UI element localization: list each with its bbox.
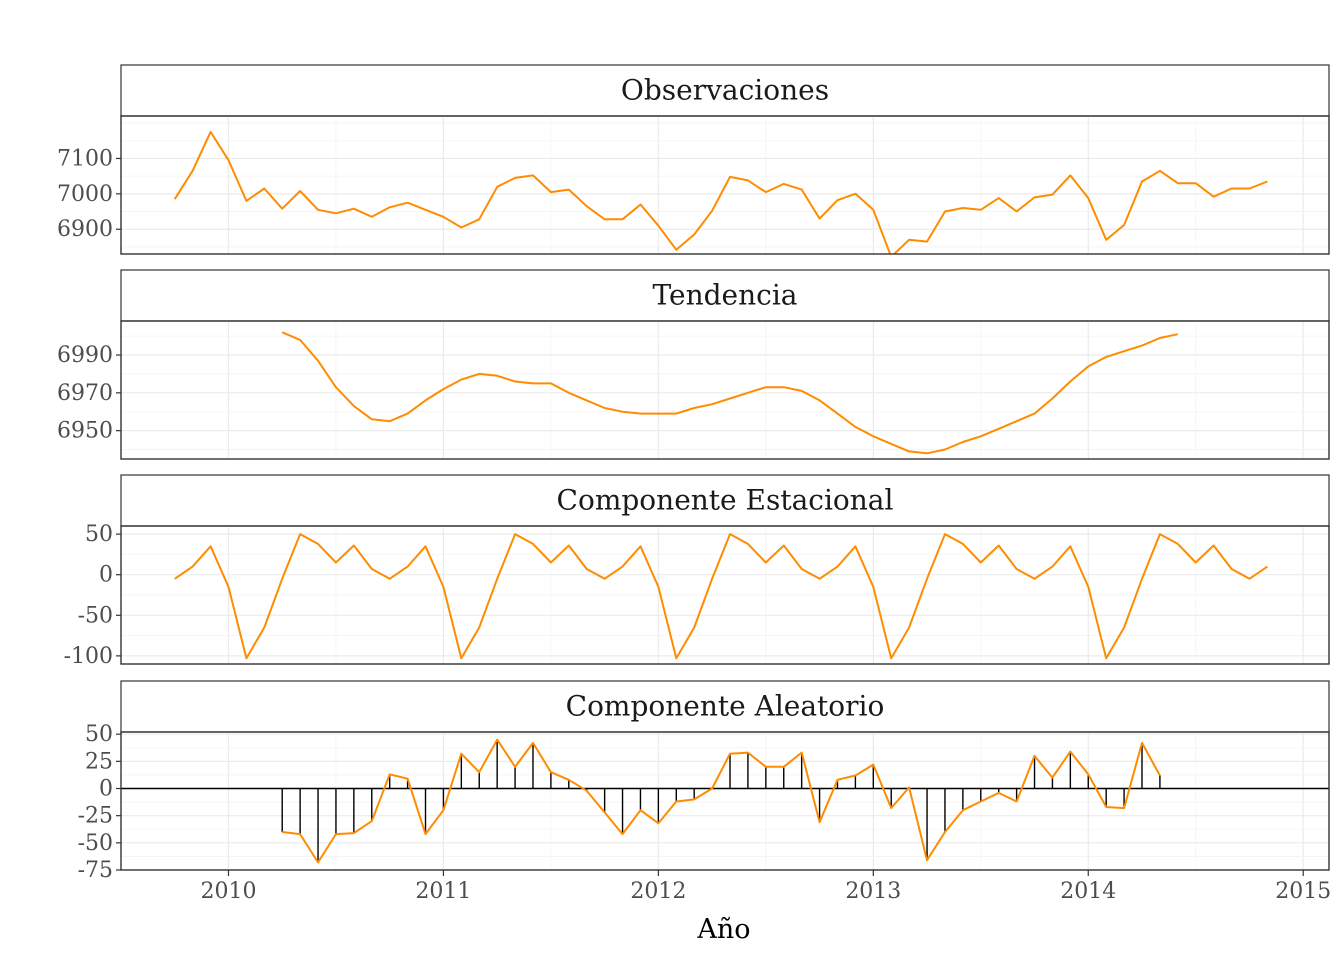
panel-strip: [120, 64, 1330, 117]
panel-frame: [120, 525, 1330, 665]
x-tick-label: 2010: [200, 879, 256, 904]
y-tick-label: -50: [78, 603, 113, 628]
y-tick-label: 25: [85, 749, 113, 774]
series-line: [281, 331, 1179, 455]
y-tick-label: 6950: [57, 419, 113, 444]
panel-strip: [120, 269, 1330, 322]
panel-data: [174, 533, 1268, 660]
x-tick-label: 2012: [630, 879, 686, 904]
panel-grid: [121, 321, 1329, 459]
panel-2: Tendencia 6950 6970 6990: [57, 269, 1330, 460]
panel-1: Observaciones 6900 7000 7100: [57, 64, 1330, 255]
x-axis-title: Año: [696, 914, 750, 945]
y-tick-label: -75: [78, 858, 113, 883]
x-tick-label: 2013: [845, 879, 901, 904]
y-tick-label: -100: [64, 644, 113, 669]
panel-grid: [121, 526, 1329, 664]
x-tick-label: 2014: [1060, 879, 1116, 904]
series-line: [282, 738, 1161, 864]
y-tick-label: 6900: [57, 217, 113, 242]
y-tick-label: 7000: [57, 182, 113, 207]
y-tick-label: 0: [99, 777, 113, 802]
y-tick-label: 6990: [57, 343, 113, 368]
y-tick-label: -25: [78, 804, 113, 829]
panel-3: Componente Estacional -100 -50 0 50: [64, 474, 1330, 669]
panel-frame: [120, 731, 1330, 871]
panel-title: Componente Aleatorio: [566, 690, 885, 723]
panel-frame: [120, 115, 1330, 255]
panel-grid: [121, 116, 1329, 254]
x-tick-label: 2011: [415, 879, 471, 904]
series-line: [173, 130, 1268, 254]
y-tick-label: 50: [85, 722, 113, 747]
panel-strip: [120, 680, 1330, 733]
panel-strip: [120, 474, 1330, 527]
panel-title: Componente Estacional: [557, 484, 894, 517]
y-tick-label: -50: [78, 831, 113, 856]
y-tick-label: 7100: [57, 146, 113, 171]
panel-data: [281, 331, 1179, 455]
chart-panels: Observaciones 6900 7000 7100 Tendencia 6950 69…: [57, 64, 1330, 883]
y-tick-label: 0: [99, 563, 113, 588]
x-axis: 2010 2011 2012 2013 2014 2015: [200, 870, 1331, 904]
panel-title: Observaciones: [621, 74, 829, 107]
panel-title: Tendencia: [653, 279, 798, 312]
x-tick-label: 2015: [1275, 879, 1331, 904]
panel-frame: [120, 320, 1330, 460]
panel-data: [173, 130, 1268, 254]
series-line: [174, 533, 1268, 660]
y-tick-label: 50: [85, 522, 113, 547]
y-tick-label: 6970: [57, 381, 113, 406]
panel-data: [121, 738, 1329, 864]
